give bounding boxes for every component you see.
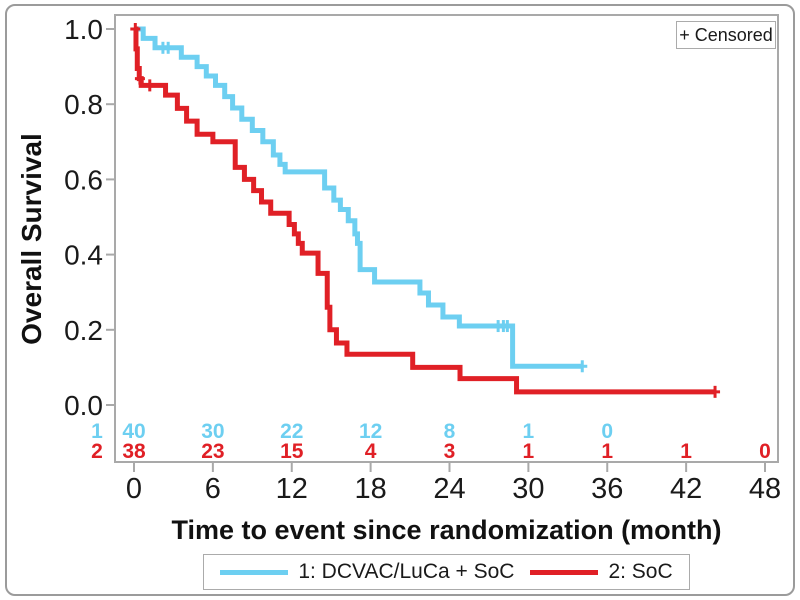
at-risk-count-group2: 15 xyxy=(280,440,304,463)
x-tick-label: 36 xyxy=(591,473,623,505)
at-risk-row-label-1: 1 xyxy=(91,420,103,443)
legend-row: 1: DCVAC/LuCa + SoC 2: SoC xyxy=(115,554,778,590)
at-risk-count-group2: 1 xyxy=(601,440,613,463)
y-tick-label: 0.8 xyxy=(64,89,103,120)
at-risk-count-group1: 0 xyxy=(601,420,613,443)
x-tick-label: 18 xyxy=(354,473,386,505)
at-risk-count-group1: 8 xyxy=(444,420,456,443)
at-risk-count-group2: 3 xyxy=(444,440,456,463)
plot-frame xyxy=(114,14,779,463)
legend-item-group1: 1: DCVAC/LuCa + SoC xyxy=(220,560,514,584)
x-tick-label: 24 xyxy=(433,473,465,505)
y-tick-label: 1.0 xyxy=(64,14,103,45)
y-tick-label: 0.6 xyxy=(64,164,103,195)
at-risk-count-group1: 30 xyxy=(201,420,224,443)
legend-swatch-group1 xyxy=(220,569,289,575)
at-risk-count-group1: 12 xyxy=(359,420,382,443)
x-tick-label: 48 xyxy=(749,473,781,505)
x-tick-label: 42 xyxy=(670,473,702,505)
legend-label-group2: 2: SoC xyxy=(608,560,673,583)
at-risk-count-group2: 1 xyxy=(680,440,692,463)
x-tick-label: 30 xyxy=(512,473,544,505)
at-risk-row-label-2: 2 xyxy=(91,440,103,463)
y-tick-label: 0.0 xyxy=(64,390,103,421)
censored-legend-label: + Censored xyxy=(679,24,773,45)
y-tick-label: 0.2 xyxy=(64,315,103,346)
survival-curve-2 xyxy=(133,26,716,395)
at-risk-count-group1: 22 xyxy=(280,420,303,443)
x-tick-label: 0 xyxy=(126,473,142,505)
censored-legend-box: + Censored xyxy=(676,21,776,49)
legend-swatch-group2 xyxy=(530,569,599,575)
at-risk-count-group2: 23 xyxy=(201,440,224,463)
at-risk-count-group2: 4 xyxy=(365,440,377,463)
series-legend-box: 1: DCVAC/LuCa + SoC 2: SoC xyxy=(203,554,690,590)
at-risk-count-group1: 1 xyxy=(523,420,535,443)
at-risk-count-group1: 40 xyxy=(122,420,145,443)
x-tick-label: 12 xyxy=(276,473,308,505)
y-axis-title: Overall Survival xyxy=(16,132,47,345)
at-risk-count-group2: 0 xyxy=(759,440,771,463)
legend-label-group1: 1: DCVAC/LuCa + SoC xyxy=(298,560,515,583)
legend-item-group2: 2: SoC xyxy=(530,560,673,584)
at-risk-count-group2: 38 xyxy=(122,440,146,463)
y-axis-title-wrap: Overall Survival xyxy=(10,15,54,462)
at-risk-count-group2: 1 xyxy=(523,440,535,463)
y-tick-label: 0.4 xyxy=(64,240,103,271)
x-tick-label: 6 xyxy=(205,473,221,505)
x-axis-title: Time to event since randomization (month… xyxy=(171,515,722,545)
survival-curve-1 xyxy=(134,26,583,369)
